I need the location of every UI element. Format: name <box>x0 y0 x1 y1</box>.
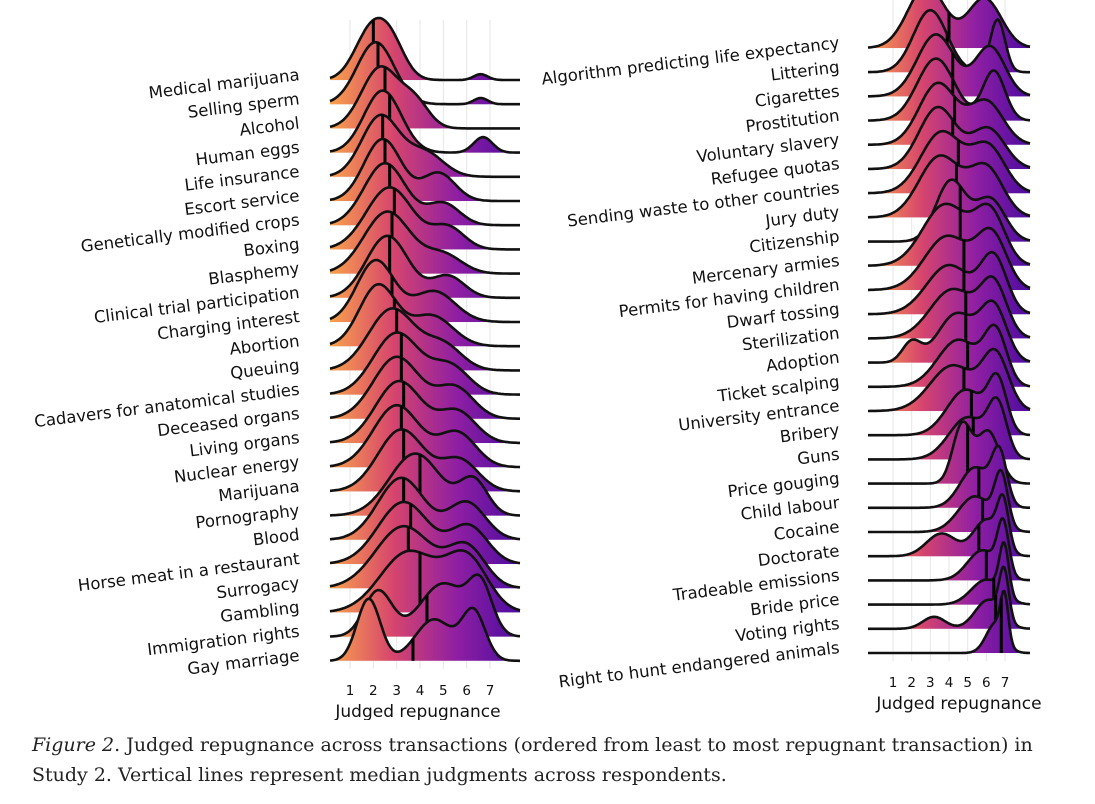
ridge-outline <box>329 307 520 372</box>
x-tick-label: 7 <box>486 683 495 699</box>
ridge-outline <box>868 444 1030 510</box>
x-tick-label: 6 <box>982 675 991 691</box>
ridge-outline <box>329 379 520 445</box>
ridge-outline <box>329 16 520 82</box>
ridge-outline <box>868 226 1031 292</box>
x-tick-label: 5 <box>963 675 972 691</box>
ridge-outline <box>868 129 1031 195</box>
ridge-outline <box>868 396 1031 461</box>
ridge-label: Bribery <box>779 420 841 446</box>
x-tick-label: 5 <box>439 683 448 699</box>
ridge-outline <box>868 57 1031 122</box>
ridge-label: Abortion <box>228 331 300 358</box>
ridge-label: Alcohol <box>238 114 300 140</box>
ridge-outline <box>868 8 1030 74</box>
ridge-outline <box>868 105 1031 171</box>
ridge-outline <box>329 65 520 130</box>
x-tick-label: 4 <box>416 683 425 699</box>
ridge-label: Littering <box>770 57 841 84</box>
ridge-outline <box>329 355 520 420</box>
ridge <box>867 0 1031 49</box>
ridge-area <box>868 494 1030 557</box>
ridge-outline <box>867 0 1031 49</box>
ridge-outline <box>868 202 1031 267</box>
ridge-label: Blood <box>252 525 301 550</box>
figure-caption: Figure 2. Judged repugnance across trans… <box>32 730 1072 790</box>
ridge-outline <box>868 541 1031 606</box>
figure-label: Figure 2 <box>32 734 115 756</box>
x-tick-label: 1 <box>889 675 898 691</box>
ridge-outline <box>868 589 1031 655</box>
ridge-outline <box>868 275 1031 340</box>
ridge-outline <box>868 517 1031 582</box>
ridge-area <box>868 445 1030 508</box>
ridge-label: Right to hunt endangered animals <box>558 638 841 691</box>
ridge-outline <box>868 323 1031 389</box>
ridge-outline <box>868 371 1031 437</box>
ridge-area <box>868 591 1030 653</box>
ridge-outline <box>329 403 521 469</box>
ridge <box>329 597 520 663</box>
ridge-label: Gambling <box>219 598 300 627</box>
ridge-outline <box>868 81 1031 146</box>
ridge-outline <box>329 40 520 106</box>
ridge-outline <box>329 161 520 227</box>
ridge-label: Boxing <box>242 235 300 261</box>
ridge-outline <box>868 565 1030 631</box>
ridge-label: Guns <box>796 445 840 469</box>
ridge-area <box>330 405 520 468</box>
x-tick-label: 7 <box>1001 675 1010 691</box>
ridge-outline <box>329 113 520 179</box>
ridge-outline <box>329 331 520 396</box>
ridge-area <box>868 542 1030 605</box>
caption-text: . Judged repugnance across transactions … <box>32 734 1033 786</box>
ridge-outline <box>329 234 520 300</box>
ridge <box>868 589 1031 655</box>
ridge-outline <box>329 597 520 663</box>
ridge-outline <box>329 258 520 324</box>
ridge-outline <box>329 210 520 275</box>
ridge-area <box>868 566 1030 629</box>
ridge-outline <box>868 178 1031 243</box>
x-tick-label: 1 <box>346 683 355 699</box>
x-tick-label: 6 <box>462 683 471 699</box>
x-axis-label: Judged repugnance <box>875 694 1041 714</box>
ridge-outline <box>868 347 1031 413</box>
x-tick-label: 3 <box>926 675 935 691</box>
ridge-area <box>330 477 520 540</box>
ridge-outline <box>868 468 1030 534</box>
ridge-area <box>868 470 1030 532</box>
ridge-outline <box>329 186 520 251</box>
ridge-outline <box>329 282 520 348</box>
ridge-outline <box>868 299 1031 364</box>
right-ridgeline-panel: Algorithm predicting life expectancyLitt… <box>540 0 1042 714</box>
x-axis-label: Judged repugnance <box>334 702 500 720</box>
ridge-outline <box>329 549 521 613</box>
ridge-area <box>868 518 1030 581</box>
ridge <box>868 517 1031 582</box>
ridge-outline <box>868 492 1031 558</box>
ridge-label: Adoption <box>765 348 840 376</box>
ridge-outline <box>868 250 1031 316</box>
ridge-outline <box>329 524 521 589</box>
ridge-label: Jury duty <box>763 202 840 230</box>
ridge-outline <box>329 500 521 565</box>
x-tick-label: 2 <box>907 675 916 691</box>
ridge-area <box>330 453 520 516</box>
x-tick-label: 3 <box>392 683 401 699</box>
ridge-outline <box>329 137 520 203</box>
ridge-outline <box>329 452 520 517</box>
ridge-label: Cocaine <box>773 517 841 544</box>
ridge-outline <box>329 428 520 493</box>
ridge-outline <box>867 154 1031 219</box>
ridge-label: Queuing <box>229 356 300 383</box>
x-tick-label: 2 <box>369 683 378 699</box>
ridge-outline <box>329 476 521 541</box>
x-tick-label: 4 <box>945 675 954 691</box>
ridge-outline <box>868 33 1031 98</box>
